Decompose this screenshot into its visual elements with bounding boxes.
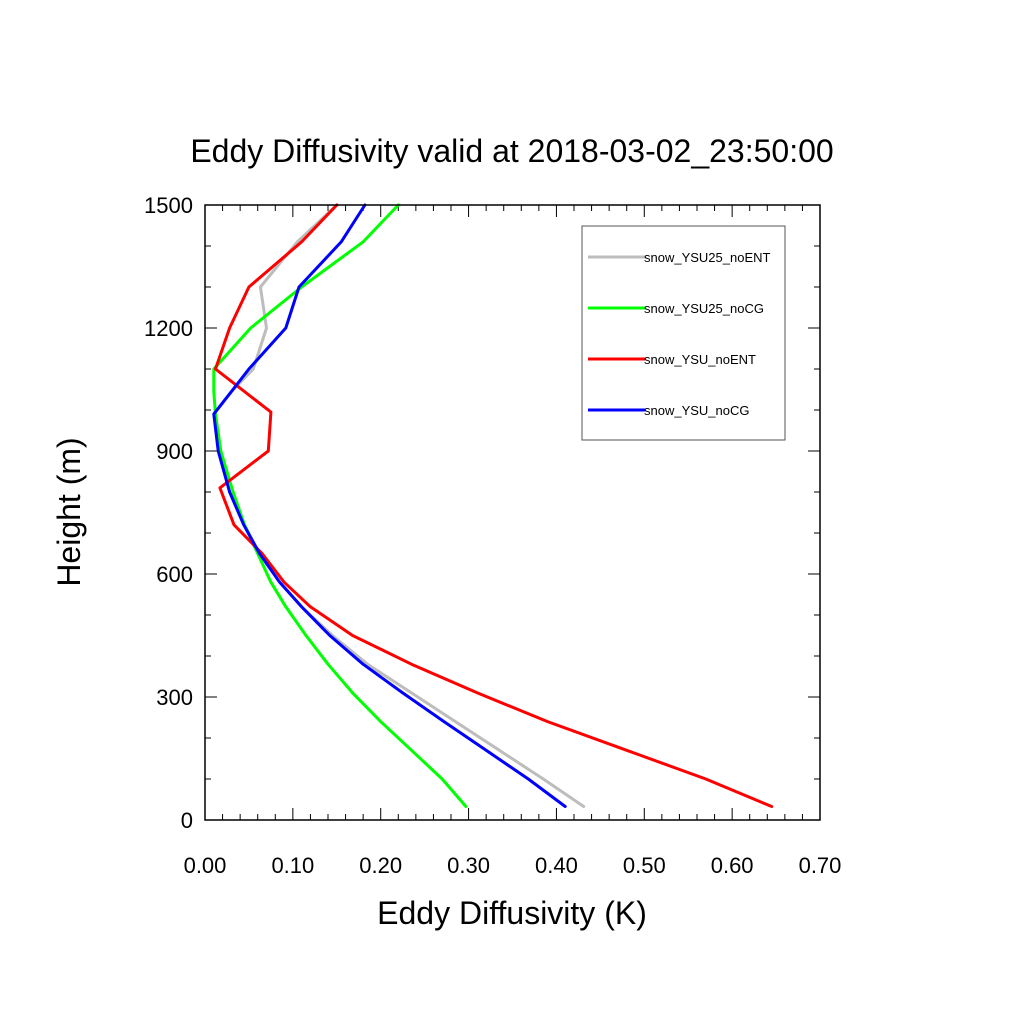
series-line-snow_YSU_noENT	[214, 203, 774, 808]
legend-label: snow_YSU25_noCG	[644, 301, 764, 316]
chart-title: Eddy Diffusivity valid at 2018-03-02_23:…	[190, 133, 833, 169]
x-tick-label: 0.00	[184, 853, 227, 878]
series-lines	[212, 203, 774, 808]
x-axis-label: Eddy Diffusivity (K)	[377, 895, 647, 931]
legend-label: snow_YSU_noENT	[644, 352, 756, 367]
x-tick-label: 0.50	[623, 853, 666, 878]
x-tick-label: 0.40	[535, 853, 578, 878]
y-tick-label: 0	[181, 808, 193, 833]
legend-box	[581, 225, 786, 441]
legend: snow_YSU25_noENT snow_YSU25_noCG snow_YSU_…	[581, 225, 786, 441]
y-tick-label: 1500	[144, 193, 193, 218]
x-tick-label: 0.60	[711, 853, 754, 878]
legend-label: snow_YSU25_noENT	[644, 250, 771, 265]
tick-labels: 0.00 0.10 0.20 0.30 0.40 0.50 0.60 0.70 0 300 600 9…	[144, 193, 841, 878]
x-tick-label: 0.20	[359, 853, 402, 878]
y-tick-label: 900	[156, 439, 193, 464]
y-tick-label: 300	[156, 685, 193, 710]
x-tick-label: 0.10	[271, 853, 314, 878]
series-line-snow_YSU_noCG	[212, 203, 567, 808]
x-tick-label: 0.30	[447, 853, 490, 878]
legend-label: snow_YSU_noCG	[644, 403, 750, 418]
y-axis-label: Height (m)	[51, 437, 87, 586]
y-tick-label: 1200	[144, 316, 193, 341]
plot-frame	[204, 204, 821, 821]
x-tick-label: 0.70	[799, 853, 842, 878]
y-tick-label: 600	[156, 562, 193, 587]
